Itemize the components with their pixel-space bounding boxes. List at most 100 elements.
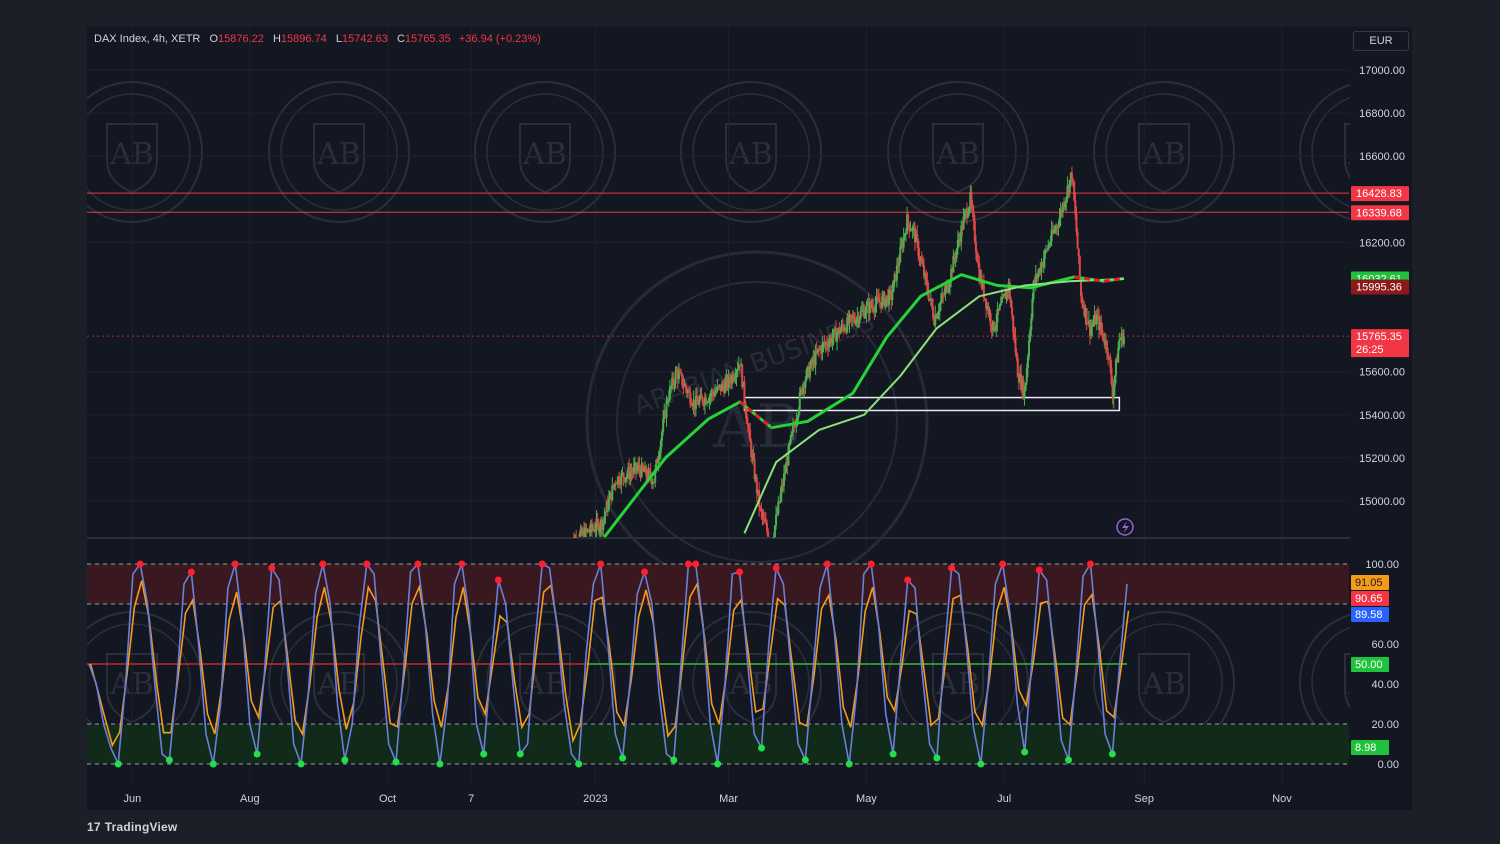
candle-body xyxy=(664,411,667,418)
candle-body xyxy=(820,348,823,354)
currency-button[interactable]: EUR xyxy=(1353,31,1409,51)
overbought-dot xyxy=(268,564,276,572)
candle-body xyxy=(915,233,918,243)
candle-body xyxy=(759,507,762,509)
overbought-dot xyxy=(494,576,502,584)
candle-body xyxy=(993,321,996,331)
candle-body xyxy=(1041,263,1044,267)
overbought-dot xyxy=(867,560,875,568)
candle-body xyxy=(1098,315,1101,331)
candle-body xyxy=(828,341,831,348)
candle-body xyxy=(934,314,937,326)
candle-body xyxy=(1113,375,1116,387)
candle-body xyxy=(732,374,735,381)
candle-body xyxy=(780,485,783,494)
candle-body xyxy=(1015,352,1018,358)
candle-body xyxy=(890,290,893,301)
candle-body xyxy=(585,527,588,532)
candle-body xyxy=(866,302,869,306)
candle-body xyxy=(1063,203,1066,208)
candle-body xyxy=(746,423,749,426)
price-tick-label: 16200.00 xyxy=(1359,237,1405,249)
overbought-dot xyxy=(772,564,780,572)
overbought-dot xyxy=(363,560,371,568)
candle-body xyxy=(793,425,796,427)
candle-body xyxy=(610,492,613,501)
candle-body xyxy=(1051,229,1054,233)
candle-body xyxy=(833,327,836,330)
oscillator-tick-label: 0.00 xyxy=(1378,759,1399,771)
candle-body xyxy=(734,377,737,379)
candle-body xyxy=(997,308,1000,311)
candle-body xyxy=(662,419,665,432)
candle-body xyxy=(1039,268,1042,273)
candle-body xyxy=(618,476,621,484)
candle-body xyxy=(1052,230,1055,233)
tradingview-logo[interactable]: 17 TradingView xyxy=(87,820,177,834)
candle-body xyxy=(666,400,669,402)
candle-body xyxy=(685,388,688,393)
candle-body xyxy=(699,393,702,400)
candle-body xyxy=(869,301,872,307)
time-tick-label: Nov xyxy=(1272,793,1292,805)
candle-body xyxy=(873,310,876,312)
candle-body xyxy=(1061,203,1064,213)
candle-body xyxy=(663,411,666,420)
oversold-dot xyxy=(977,760,985,768)
candle-body xyxy=(784,472,787,474)
candle-body xyxy=(752,455,755,460)
candle-body xyxy=(1094,314,1097,325)
candle-body xyxy=(944,287,947,295)
candle-body xyxy=(622,472,625,478)
candle-body xyxy=(1046,249,1049,251)
candle-body xyxy=(707,401,710,403)
candle-body xyxy=(1112,386,1115,399)
oversold-dot xyxy=(845,760,853,768)
candle-body xyxy=(901,244,904,248)
candle-body xyxy=(819,348,822,350)
chart-canvas[interactable]: ABABABABABABABABABABABABABABARABIAN BUSI… xyxy=(87,27,1412,810)
watermark-initials: AB xyxy=(1141,667,1186,702)
candle-body xyxy=(778,501,781,503)
candle-body xyxy=(593,529,596,532)
candle-body xyxy=(830,337,833,344)
oversold-dot xyxy=(670,756,678,764)
candle-body xyxy=(936,314,939,319)
candle-body xyxy=(1029,330,1032,341)
candle-body xyxy=(877,298,880,303)
overbought-dot xyxy=(684,560,692,568)
alert-icon[interactable] xyxy=(1116,518,1134,536)
overbought-dot xyxy=(1035,566,1043,574)
candle-body xyxy=(1120,332,1123,340)
candle-body xyxy=(1083,307,1086,316)
candle-body xyxy=(1060,209,1063,213)
watermark-initials: AB xyxy=(1141,137,1186,172)
oversold-dot xyxy=(575,760,583,768)
candle-body xyxy=(996,308,999,323)
time-tick-label: Mar xyxy=(719,793,738,805)
candle-body xyxy=(742,381,745,388)
candle-body xyxy=(1032,280,1035,299)
candle-body xyxy=(1031,298,1034,319)
candle-body xyxy=(807,366,810,378)
candle-body xyxy=(692,399,695,407)
candle-body xyxy=(1042,258,1045,267)
candle-body xyxy=(939,300,942,305)
candle-body xyxy=(740,364,743,367)
overbought-dot xyxy=(641,568,649,576)
candle-body xyxy=(1034,274,1037,284)
time-tick-label: Oct xyxy=(379,793,396,805)
candle-body xyxy=(985,298,988,309)
candle-body xyxy=(894,273,897,281)
candle-body xyxy=(845,329,848,333)
candle-body xyxy=(964,209,967,213)
candle-body xyxy=(709,395,712,397)
candle-body xyxy=(937,311,940,315)
candle-body xyxy=(611,485,614,501)
candle-body xyxy=(1013,332,1016,337)
candle-body xyxy=(806,366,809,370)
candle-body xyxy=(1048,244,1051,246)
candle-body xyxy=(840,324,843,330)
symbol-label[interactable]: DAX Index, 4h, XETR xyxy=(94,33,201,45)
candle-body xyxy=(1104,341,1107,346)
